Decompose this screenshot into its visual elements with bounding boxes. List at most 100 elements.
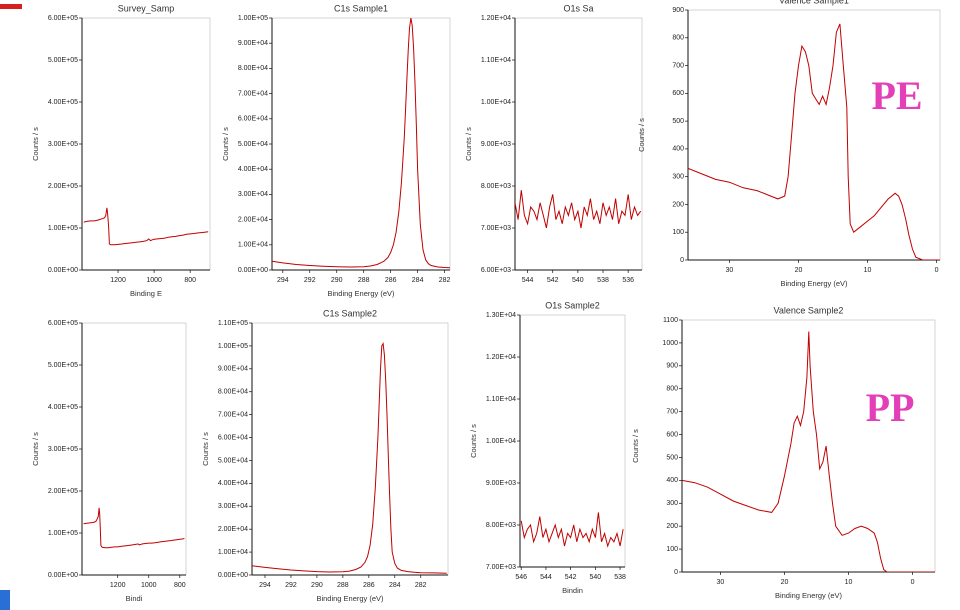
y-tick-label: 2.00E+05 [48, 488, 78, 495]
x-tick-label: 0 [911, 579, 915, 586]
y-tick-label: 4.00E+05 [48, 99, 78, 106]
y-axis-label: Counts / s [637, 118, 646, 152]
y-tick-label: 0.00E+00 [48, 572, 78, 579]
y-tick-label: 1.00E+05 [238, 15, 268, 22]
spectrum-line [515, 190, 642, 229]
y-axis-label: Counts / s [464, 127, 473, 161]
annotation: PE [871, 73, 922, 118]
y-axis-label: Counts / s [221, 127, 230, 161]
y-tick-label: 4.00E+05 [48, 404, 78, 411]
x-tick-label: 282 [439, 277, 451, 284]
x-tick-label: 800 [184, 277, 196, 284]
y-axis-label: Counts / s [31, 127, 40, 161]
y-tick-label: 900 [666, 363, 678, 370]
y-tick-label: 0 [680, 257, 684, 264]
corner-mark [0, 4, 22, 9]
x-tick-label: 538 [597, 277, 609, 284]
y-tick-label: 800 [666, 386, 678, 393]
y-tick-label: 1.00E+04 [218, 549, 248, 556]
x-axis-label: Bindin [562, 586, 583, 595]
x-tick-label: 544 [540, 574, 552, 581]
x-tick-label: 286 [363, 582, 375, 589]
x-axis-label: Binding Energy (eV) [775, 591, 843, 600]
y-tick-label: 1.20E+04 [486, 354, 516, 361]
y-tick-label: 200 [672, 201, 684, 208]
x-tick-label: 1000 [146, 277, 162, 284]
y-tick-label: 700 [666, 408, 678, 415]
chart-title: Valence Sample1 [779, 0, 849, 5]
y-tick-label: 9.00E+04 [218, 366, 248, 373]
x-tick-label: 294 [259, 582, 271, 589]
spectrum-line [688, 23, 940, 260]
plot-area [252, 342, 447, 574]
x-tick-label: 1200 [110, 582, 126, 589]
x-tick-label: 282 [415, 582, 427, 589]
corner-mark [0, 590, 10, 610]
y-tick-label: 1.10E+04 [486, 396, 516, 403]
x-tick-label: 546 [515, 574, 527, 581]
chart-title: O1s Sa [563, 3, 593, 13]
y-tick-label: 800 [672, 35, 684, 42]
y-tick-label: 3.00E+04 [218, 503, 248, 510]
y-tick-label: 400 [666, 477, 678, 484]
y-tick-label: 7.00E+04 [218, 411, 248, 418]
spectrum-line [272, 18, 450, 269]
y-tick-label: 600 [666, 431, 678, 438]
y-tick-label: 8.00E+04 [238, 65, 268, 72]
y-tick-label: 1.10E+04 [481, 57, 511, 64]
y-tick-label: 6.00E+05 [48, 15, 78, 22]
y-tick-label: 7.00E+03 [486, 564, 516, 571]
y-tick-label: 1.00E+05 [48, 225, 78, 232]
y-tick-label: 900 [672, 7, 684, 14]
y-tick-label: 300 [672, 174, 684, 181]
x-tick-label: 292 [304, 277, 316, 284]
x-tick-label: 20 [795, 267, 803, 274]
x-tick-label: 288 [337, 582, 349, 589]
y-tick-label: 5.00E+04 [238, 141, 268, 148]
x-tick-label: 284 [412, 277, 424, 284]
x-tick-label: 540 [572, 277, 584, 284]
chart-title: C1s Sample1 [334, 3, 388, 13]
y-tick-label: 4.00E+04 [238, 166, 268, 173]
y-tick-label: 0.00E+00 [218, 572, 248, 579]
plot-area [83, 507, 185, 549]
y-tick-label: 8.00E+03 [486, 522, 516, 529]
y-tick-label: 6.00E+04 [238, 116, 268, 123]
x-tick-label: 800 [174, 582, 186, 589]
x-tick-label: 20 [781, 579, 789, 586]
y-tick-label: 5.00E+05 [48, 57, 78, 64]
chart-title: O1s Sample2 [545, 300, 600, 310]
x-tick-label: 286 [385, 277, 397, 284]
y-tick-label: 7.00E+04 [238, 90, 268, 97]
y-tick-label: 1.30E+04 [486, 312, 516, 319]
x-tick-label: 288 [358, 277, 370, 284]
y-axis-label: Counts / s [469, 424, 478, 458]
y-tick-label: 9.00E+04 [238, 40, 268, 47]
y-tick-label: 400 [672, 146, 684, 153]
y-axis-label: Counts / s [631, 429, 640, 463]
plot-area [272, 18, 450, 269]
x-tick-label: 1200 [110, 277, 126, 284]
y-tick-label: 0.00E+00 [48, 267, 78, 274]
spectrum-line [682, 331, 935, 572]
y-tick-label: 2.00E+05 [48, 183, 78, 190]
y-tick-label: 8.00E+04 [218, 389, 248, 396]
y-tick-label: 600 [672, 90, 684, 97]
y-tick-label: 3.00E+04 [238, 191, 268, 198]
y-tick-label: 1100 [663, 317, 678, 324]
y-tick-label: 1.00E+05 [48, 530, 78, 537]
x-axis-label: Binding Energy (eV) [780, 279, 848, 288]
y-tick-label: 1.00E+04 [481, 99, 511, 106]
y-tick-label: 100 [672, 229, 684, 236]
y-tick-label: 6.00E+04 [218, 434, 248, 441]
y-axis-label: Counts / s [201, 432, 210, 466]
y-tick-label: 5.00E+05 [48, 362, 78, 369]
y-tick-label: 0.00E+00 [238, 267, 268, 274]
y-tick-label: 100 [666, 546, 678, 553]
x-tick-label: 542 [565, 574, 577, 581]
y-tick-label: 2.00E+04 [238, 216, 268, 223]
y-tick-label: 6.00E+05 [48, 320, 78, 327]
x-axis-label: Binding Energy (eV) [316, 594, 384, 603]
plot-area [688, 23, 940, 260]
